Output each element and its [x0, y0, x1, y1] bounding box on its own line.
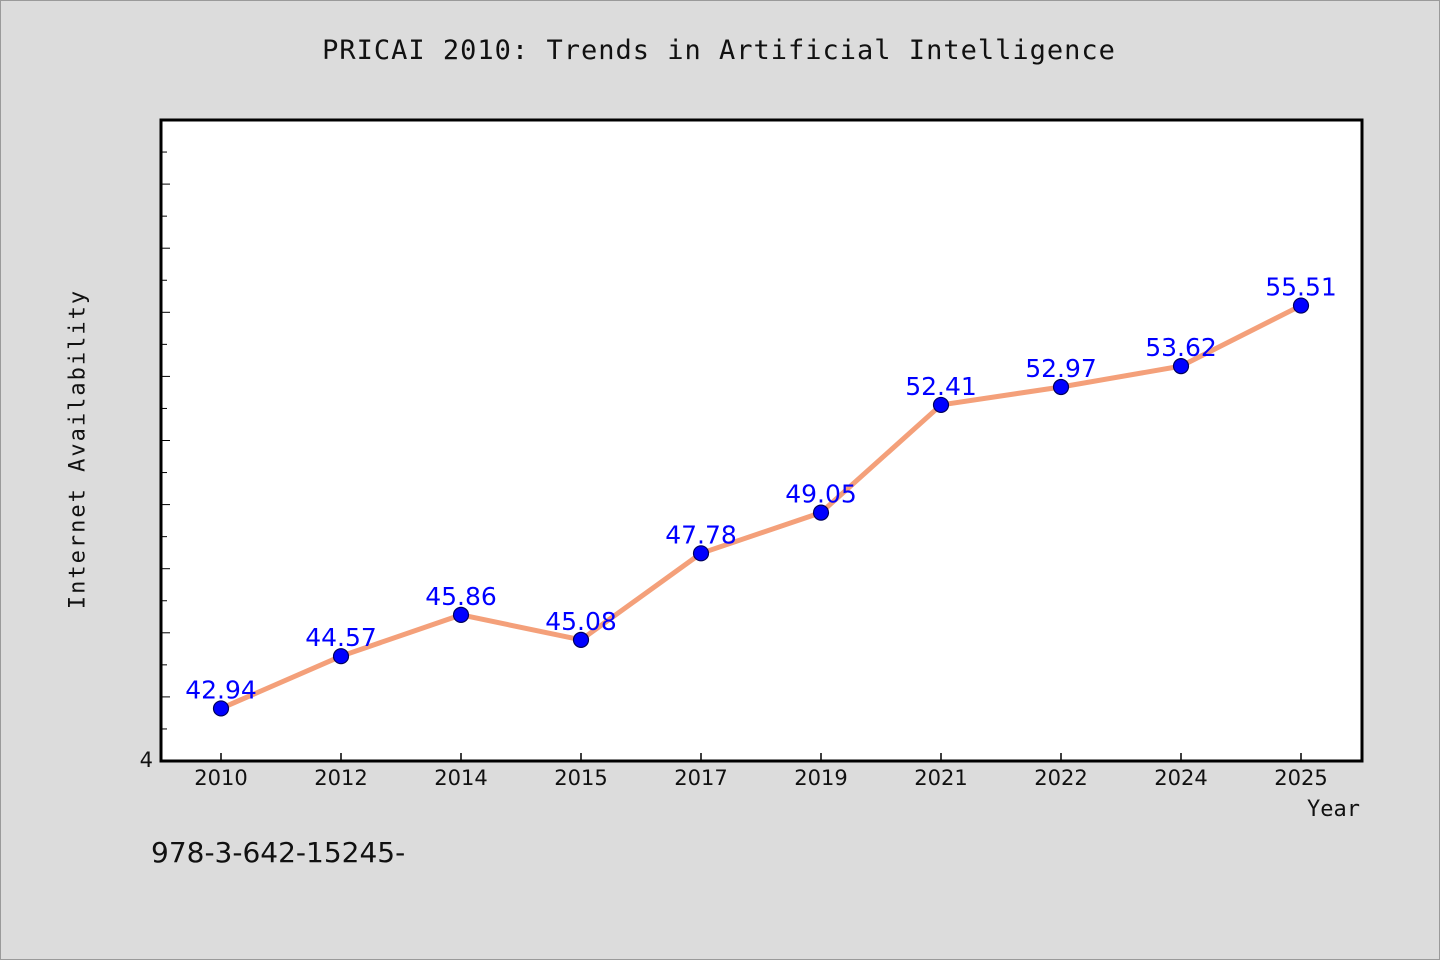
data-point-marker — [932, 396, 950, 414]
footer-identifier: 978-3-642-15245- — [151, 836, 406, 869]
x-tick-label: 2012 — [314, 766, 367, 790]
plot-area — [159, 118, 1364, 763]
data-label: 55.51 — [1265, 273, 1337, 302]
data-label: 52.97 — [1025, 354, 1097, 383]
x-axis-ticks: 2010 2012 2014 2015 2017 2019 2021 2022 2024 2025 — [194, 753, 1328, 790]
data-point-marker — [812, 504, 830, 521]
x-tick-label: 2024 — [1154, 766, 1207, 790]
data-point-marker — [1292, 297, 1310, 314]
data-label: 44.57 — [305, 623, 377, 652]
data-label: 45.08 — [545, 607, 617, 636]
data-label: 52.41 — [905, 372, 977, 401]
data-point-marker — [212, 700, 230, 717]
x-tick-label: 2017 — [674, 766, 727, 790]
x-tick-label: 2019 — [794, 766, 847, 790]
data-point-marker — [1052, 378, 1070, 396]
series-layer: 42.94 44.57 45.86 45.08 47.78 49.05 52.41 52.97… — [185, 273, 1337, 717]
x-axis-label: Year — [1307, 797, 1360, 822]
x-tick-label: 2025 — [1274, 766, 1327, 790]
x-tick-label: 2022 — [1034, 766, 1087, 790]
data-point-marker — [332, 648, 350, 665]
y-axis-ticks: 4 — [140, 151, 170, 772]
data-label: 53.62 — [1145, 333, 1217, 362]
data-point-marker — [572, 631, 590, 648]
data-point-marker — [692, 545, 710, 562]
data-label: 45.86 — [425, 582, 497, 611]
data-label: 42.94 — [185, 675, 257, 704]
data-point-marker — [1172, 358, 1190, 375]
series-line — [218, 303, 1304, 711]
chart-title: PRICAI 2010: Trends in Artificial Intell… — [322, 35, 1116, 66]
data-point-marker — [452, 606, 470, 623]
y-tick-label: 4 — [140, 748, 153, 772]
data-label: 47.78 — [665, 520, 737, 549]
x-tick-label: 2021 — [914, 766, 967, 790]
x-tick-label: 2010 — [194, 766, 247, 790]
data-label: 49.05 — [785, 480, 857, 509]
x-tick-label: 2014 — [434, 766, 487, 790]
x-tick-label: 2015 — [554, 766, 607, 790]
